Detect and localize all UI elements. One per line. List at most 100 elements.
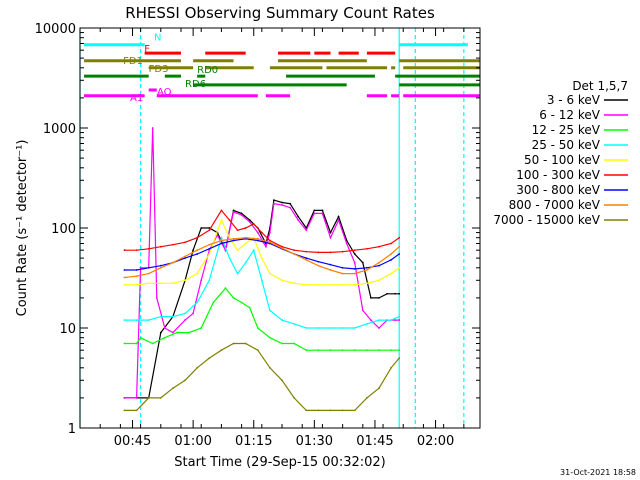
flag-label-rd0: RD0 (197, 65, 218, 76)
series-1-point-31 (361, 309, 364, 312)
series-6-point-11 (256, 239, 259, 242)
series-2-point-13 (256, 327, 259, 329)
legend-label-4: 50 - 100 keV (524, 153, 601, 167)
series-2-point-0 (123, 342, 126, 345)
series-0-point-22 (313, 209, 316, 212)
series-4-point-19 (329, 283, 332, 286)
series-7-point-1 (135, 275, 138, 278)
series-4-point-6 (196, 272, 199, 275)
series-3-point-3 (159, 315, 162, 318)
series-6-point-15 (305, 257, 308, 260)
series-7-point-13 (281, 247, 283, 249)
series-4-point-1 (135, 283, 138, 286)
series-0-point-25 (337, 215, 340, 218)
series-2-point-12 (248, 306, 251, 309)
series-3-point-11 (244, 261, 247, 264)
legend-label-5: 100 - 300 keV (516, 168, 600, 182)
series-1-point-9 (192, 312, 195, 315)
flag-label-f: F (144, 44, 150, 55)
series-8-point-23 (398, 357, 401, 360)
series-2-point-20 (341, 349, 344, 352)
series-3-point-24 (390, 319, 393, 321)
series-7-point-6 (196, 249, 199, 252)
y-tick-label-4: 10000 (35, 22, 76, 37)
series-4-point-11 (244, 242, 247, 245)
series-1-point-33 (378, 327, 380, 329)
series-0-point-7 (200, 227, 203, 229)
series-0-point-13 (248, 219, 251, 221)
series-3-point-10 (236, 272, 239, 275)
series-1-point-7 (172, 331, 174, 334)
series-layer (123, 127, 401, 412)
y-tick-label-2: 100 (51, 222, 76, 237)
legend-label-7: 800 - 7000 keV (509, 198, 601, 212)
series-8-point-12 (268, 366, 271, 369)
series-0-point-30 (378, 296, 380, 299)
series-4-point-20 (341, 283, 344, 286)
series-5-point-9 (228, 219, 231, 221)
series-8-point-1 (135, 409, 138, 412)
series-4-point-10 (236, 249, 239, 252)
y-tick-label-1: 10 (59, 322, 76, 337)
series-3-point-7 (208, 279, 211, 282)
series-4-point-4 (172, 282, 174, 285)
series-6-point-19 (353, 267, 356, 270)
series-line-0 (124, 199, 400, 399)
series-0-point-12 (240, 212, 243, 215)
series-1-point-14 (232, 210, 235, 213)
series-5-point-6 (196, 236, 199, 239)
series-6-point-1 (135, 269, 138, 271)
series-6-point-8 (220, 242, 223, 245)
series-6-point-2 (147, 266, 150, 269)
series-0-point-24 (329, 231, 332, 234)
series-0-point-31 (386, 292, 388, 295)
series-8-point-0 (123, 409, 126, 412)
series-2-point-5 (176, 331, 178, 334)
x-tick-label-1: 01:00 (174, 434, 211, 449)
series-8-point-14 (293, 396, 296, 399)
series-8-point-2 (147, 396, 150, 399)
series-8-point-20 (365, 396, 368, 399)
legend-label-1: 6 - 12 keV (539, 108, 601, 122)
series-7-point-18 (341, 272, 344, 275)
series-1-point-4 (151, 127, 154, 129)
series-2-point-14 (268, 336, 271, 339)
x-tick-label-4: 01:45 (356, 434, 393, 449)
series-1-point-15 (240, 214, 243, 216)
series-3-point-25 (398, 315, 401, 318)
legend-label-0: 3 - 6 keV (547, 93, 601, 107)
series-7-point-17 (329, 269, 332, 271)
series-1-point-16 (248, 221, 251, 223)
series-5-point-24 (390, 242, 393, 245)
flag-label-fd1: FD1 (123, 56, 143, 67)
series-5-point-22 (365, 247, 368, 250)
series-8-point-9 (232, 342, 235, 345)
series-3-point-14 (268, 309, 271, 312)
series-1-point-32 (370, 319, 372, 321)
series-8-point-4 (172, 387, 174, 390)
series-7-point-11 (256, 237, 259, 240)
series-4-point-9 (228, 236, 231, 239)
series-1-point-19 (268, 231, 271, 234)
series-8-point-13 (281, 379, 283, 382)
series-8-point-11 (256, 349, 259, 352)
series-6-point-16 (317, 260, 320, 263)
series-1-point-30 (353, 261, 356, 264)
series-6-point-9 (232, 239, 235, 242)
series-0-point-17 (273, 199, 275, 202)
series-1-point-29 (345, 242, 348, 245)
legend-title: Det 1,5,7 (572, 79, 628, 93)
series-3-point-17 (305, 327, 308, 329)
series-2-point-16 (293, 342, 296, 345)
series-5-point-17 (305, 250, 308, 253)
series-4-point-3 (159, 282, 162, 285)
series-8-point-21 (378, 387, 380, 390)
series-6-point-3 (159, 264, 162, 267)
series-1-point-23 (297, 219, 300, 221)
series-2-point-7 (200, 327, 203, 329)
series-4-point-22 (365, 282, 368, 285)
series-4-point-17 (305, 283, 308, 286)
series-5-point-14 (268, 239, 271, 242)
